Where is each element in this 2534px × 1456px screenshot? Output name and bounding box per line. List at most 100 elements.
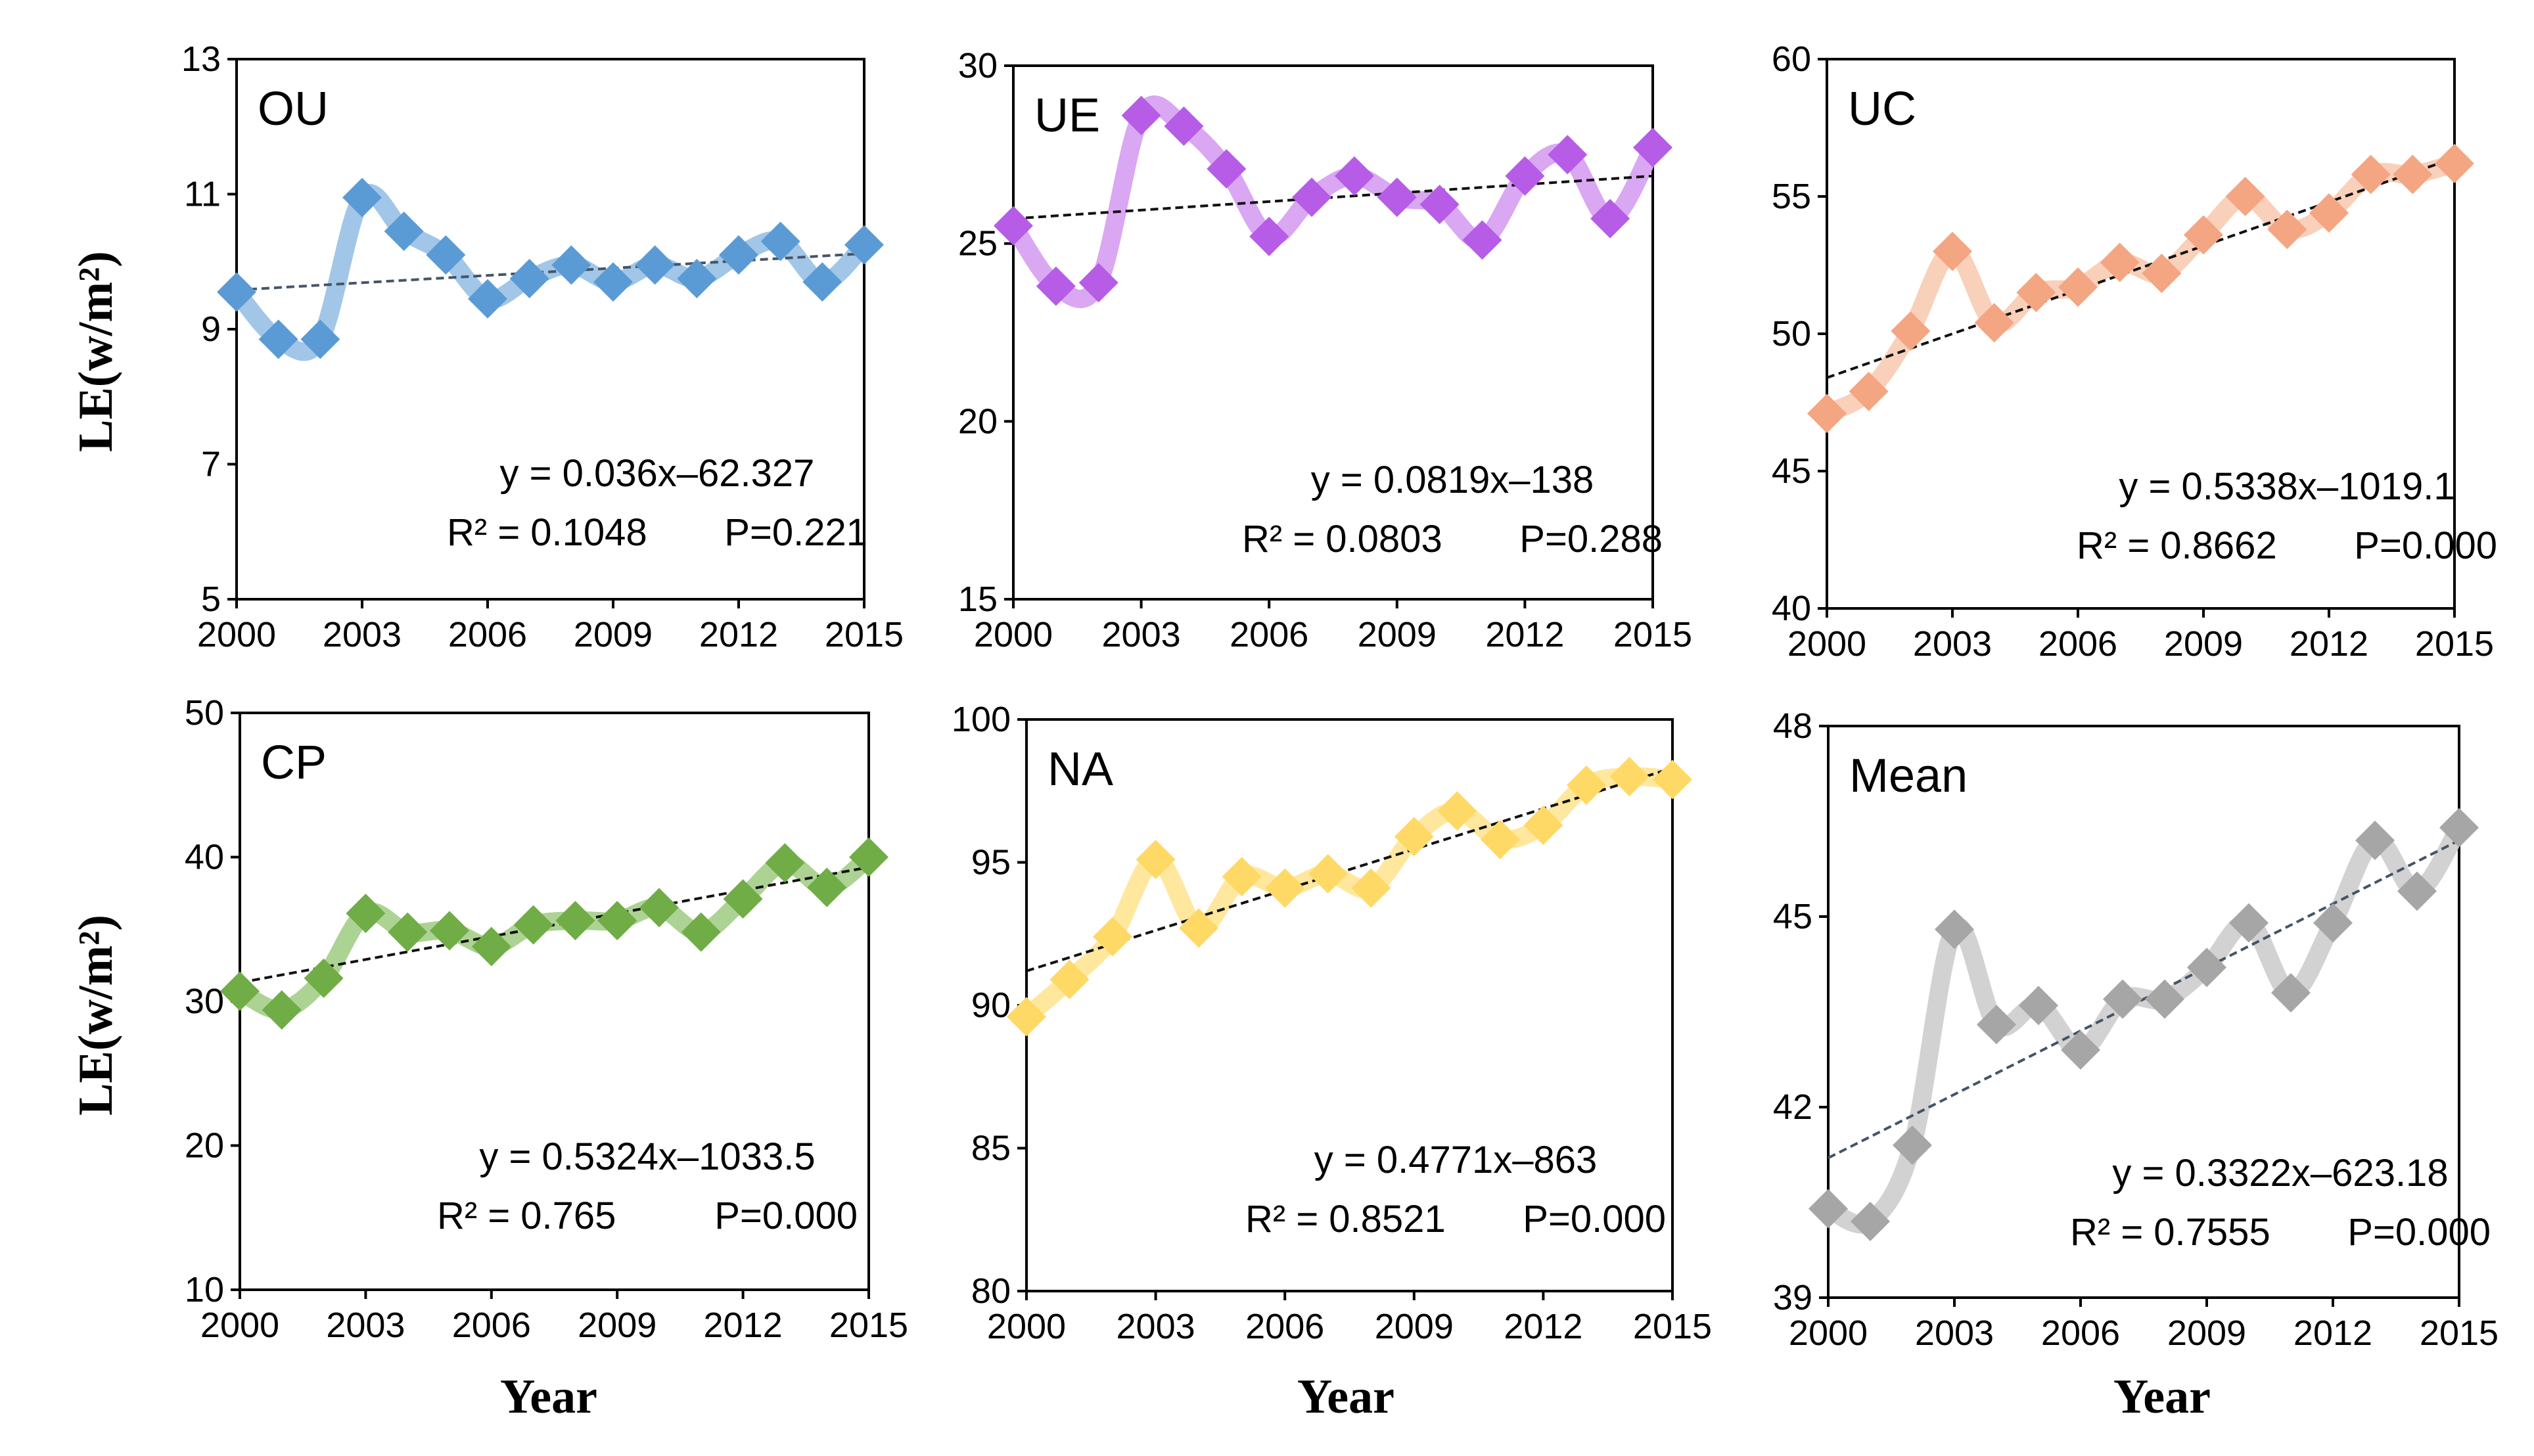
y-tick-label: 5 — [201, 580, 221, 619]
x-tick-label: 2012 — [2290, 624, 2368, 664]
data-point-2015 — [849, 837, 888, 877]
regression-equation: y = 0.5338x–1019.1 — [2119, 465, 2454, 508]
series-line — [1017, 767, 1682, 1026]
data-point-2011 — [677, 258, 717, 298]
data-point-2008 — [551, 245, 591, 285]
data-point-2009 — [593, 262, 633, 302]
data-point-2007 — [509, 258, 549, 298]
x-tick-label: 2012 — [1504, 1307, 1582, 1346]
data-point-2011 — [1480, 819, 1520, 859]
data-point-2010 — [2225, 177, 2265, 216]
y-tick-label: 85 — [971, 1129, 1011, 1168]
data-point-2008 — [2145, 979, 2184, 1019]
data-point-2004 — [1179, 908, 1219, 948]
trend-line — [1013, 174, 1653, 220]
regression-equation: y = 0.3322x–623.18 — [2112, 1152, 2448, 1194]
data-point-2012 — [2309, 193, 2349, 233]
x-tick-label: 2015 — [1633, 1307, 1712, 1346]
x-tick-label: 2006 — [452, 1306, 531, 1345]
x-tick-label: 2009 — [1358, 615, 1437, 654]
data-point-2015 — [2435, 143, 2474, 183]
data-point-2000 — [1807, 394, 1847, 434]
y-tick-label: 42 — [1773, 1087, 1812, 1127]
data-point-2013 — [1548, 135, 1588, 175]
data-point-2009 — [1377, 177, 1417, 217]
data-point-2006 — [1249, 216, 1289, 256]
y-tick-label: 39 — [1773, 1278, 1812, 1317]
y-tick-label: 30 — [958, 46, 998, 85]
data-point-2004 — [384, 212, 424, 252]
data-point-2006 — [2058, 267, 2098, 307]
y-tick-label: 95 — [971, 843, 1011, 882]
data-point-2002 — [1891, 311, 1931, 351]
y-tick-label: 90 — [971, 986, 1011, 1025]
data-point-2004 — [388, 912, 428, 952]
x-tick-label: 2000 — [974, 615, 1053, 654]
data-point-2008 — [2142, 254, 2182, 294]
data-point-2008 — [1334, 156, 1374, 196]
data-point-2007 — [1292, 177, 1332, 217]
plot-frame — [1012, 64, 1654, 601]
panel-title: NA — [1048, 743, 1113, 796]
x-tick-label: 2003 — [1117, 1307, 1195, 1346]
data-point-2004 — [1974, 303, 2014, 343]
x-axis-label-left: Year — [500, 1370, 597, 1424]
data-point-2011 — [681, 912, 721, 952]
x-tick-label: 2003 — [1915, 1313, 1994, 1353]
data-point-2014 — [2397, 871, 2437, 911]
y-tick-label: 40 — [185, 838, 224, 877]
data-point-2003 — [1935, 909, 1974, 949]
panel-title: UE — [1034, 89, 1100, 142]
panel-title: OU — [258, 83, 329, 135]
x-tick-label: 2009 — [574, 615, 653, 654]
x-tick-label: 2000 — [197, 615, 276, 654]
data-point-2001 — [262, 990, 302, 1030]
data-point-2007 — [2103, 979, 2142, 1019]
x-tick-label: 2009 — [2164, 624, 2243, 664]
regression-equation: y = 0.036x–62.327 — [500, 452, 815, 495]
x-tick-label: 2012 — [704, 1306, 783, 1345]
data-point-2014 — [1590, 198, 1630, 239]
panel-title: CP — [261, 737, 327, 789]
r-squared-label: R² = 0.8521 — [1245, 1198, 1446, 1240]
x-tick-label: 2012 — [699, 615, 778, 654]
x-axis-label-right: Year — [2113, 1370, 2211, 1424]
regression-equation: y = 0.5324x–1033.5 — [479, 1135, 815, 1178]
data-point-2007 — [2100, 242, 2140, 283]
p-value-label: P=0.000 — [2347, 1211, 2491, 1254]
series-line — [1818, 154, 2464, 423]
trend-line — [1826, 156, 2455, 379]
data-point-2010 — [635, 245, 675, 285]
x-tick-label: 2006 — [1230, 615, 1308, 654]
regression-equation: y = 0.4771x–863 — [1314, 1139, 1598, 1181]
data-point-2000 — [217, 272, 256, 312]
y-tick-label: 13 — [181, 39, 221, 79]
y-tick-label: 11 — [184, 175, 221, 214]
x-tick-label: 2000 — [987, 1307, 1066, 1346]
chart-panel-na: 80 85 90 95 100 2000 2003 2006 2009 2012 2015 NA y =… — [952, 700, 1712, 1346]
data-point-2013 — [2351, 154, 2391, 194]
data-point-2012 — [723, 879, 763, 919]
data-point-2002 — [1078, 263, 1118, 303]
chart-panel-ue: 15 20 25 30 2000 2003 2006 2009 2012 2015 UE y = 0.… — [958, 46, 1692, 654]
r-squared-label: R² = 0.765 — [437, 1194, 616, 1237]
x-tick-label: 2009 — [1375, 1307, 1454, 1346]
r-squared-label: R² = 0.1048 — [447, 511, 647, 554]
data-point-2014 — [2393, 154, 2433, 194]
data-point-2007 — [1308, 853, 1348, 894]
data-point-2006 — [2061, 1030, 2100, 1070]
panel-title: UC — [1848, 83, 1916, 135]
y-axis-label-top: LE(w/m²) — [69, 251, 123, 452]
data-point-2006 — [1265, 868, 1305, 908]
x-tick-label: 2015 — [829, 1306, 908, 1345]
data-point-2009 — [2184, 215, 2223, 255]
y-tick-label: 7 — [201, 445, 221, 484]
trend-line — [239, 865, 869, 984]
data-point-2004 — [1164, 106, 1204, 147]
data-point-2005 — [430, 911, 469, 951]
y-tick-label: 20 — [185, 1126, 224, 1166]
y-tick-label: 20 — [958, 401, 998, 441]
p-value-label: P=0.000 — [1523, 1198, 1666, 1240]
r-squared-label: R² = 0.7555 — [2070, 1211, 2270, 1254]
